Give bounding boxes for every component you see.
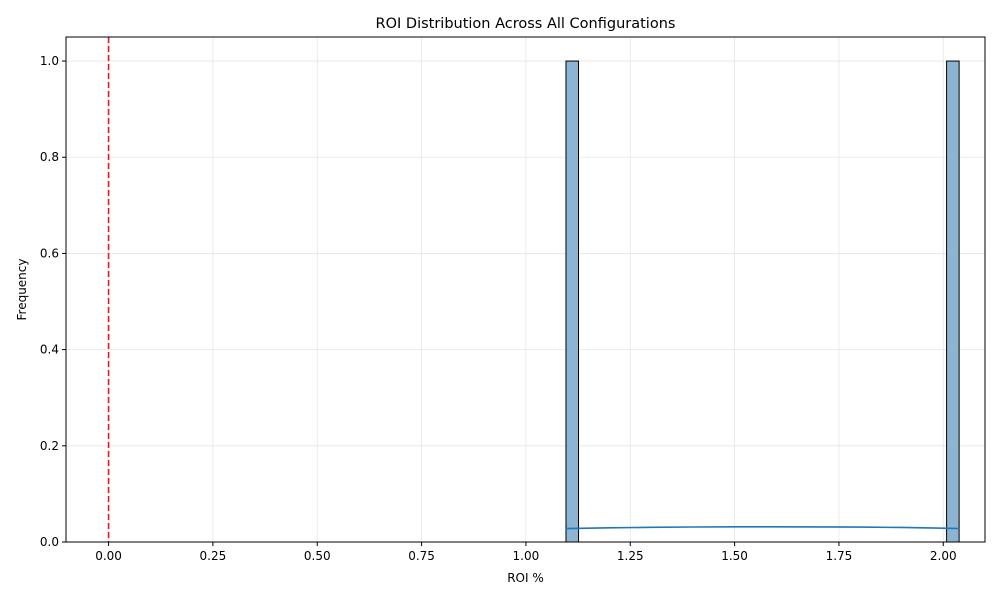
x-tick-label: 0.50 [304,549,331,563]
x-axis-ticks: 0.00 0.25 0.50 0.75 1.00 1.25 1.50 1.75 2.00 [95,542,957,563]
x-tick-label: 0.25 [200,549,227,563]
histogram-bar [946,60,960,543]
histogram-bars [565,60,960,543]
x-tick-label: 1.25 [617,549,644,563]
x-tick-label: 1.50 [721,549,748,563]
chart-title: ROI Distribution Across All Configuratio… [376,16,676,32]
y-tick-label: 0.4 [40,343,59,357]
y-axis-title: Frequency [15,259,29,321]
y-tick-label: 0.2 [40,439,59,453]
y-tick-label: 0.8 [40,150,59,164]
x-tick-label: 0.75 [408,549,435,563]
x-tick-label: 2.00 [930,549,957,563]
y-axis-ticks: 0.0 0.2 0.4 0.6 0.8 1.0 [40,54,66,549]
x-tick-label: 1.00 [513,549,540,563]
histogram-bar [565,60,580,543]
kde-curve [565,525,960,530]
y-tick-label: 1.0 [40,54,59,68]
y-tick-label: 0.6 [40,246,59,260]
kde-layer [565,525,960,530]
y-tick-label: 0.0 [40,535,59,549]
x-axis-title: ROI % [507,571,544,585]
x-tick-label: 0.00 [95,549,122,563]
x-tick-label: 1.75 [826,549,853,563]
